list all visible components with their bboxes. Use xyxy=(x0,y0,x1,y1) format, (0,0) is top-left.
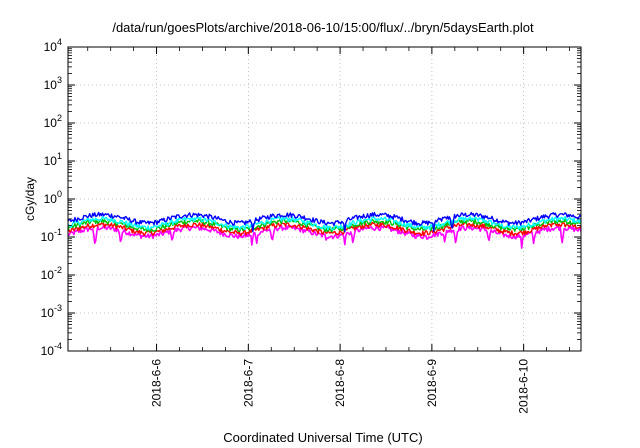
x-tick-label: 2018-6-6 xyxy=(150,359,164,407)
plot-series xyxy=(68,211,581,249)
series-line xyxy=(68,211,581,233)
series-line xyxy=(68,224,581,249)
y-tick-label: 100 xyxy=(44,189,62,206)
y-tick-label: 104 xyxy=(44,37,62,54)
y-tick-label: 10-2 xyxy=(41,265,62,282)
x-axis: 2018-6-6 2018-6-7 2018-6-8 2018-6-9 2018-6-1… xyxy=(87,47,570,414)
chart-title: /data/run/goesPlots/archive/2018-06-10/1… xyxy=(112,20,534,35)
y-tick-label: 10-4 xyxy=(41,341,62,358)
y-tick-label: 10-3 xyxy=(41,303,62,320)
x-tick-label: 2018-6-8 xyxy=(333,359,347,407)
y-axis: 10-4 10-3 10-2 10-1 100 101 102 103 104 xyxy=(41,37,581,358)
x-tick-label: 2018-6-9 xyxy=(425,359,439,407)
y-axis-label: cGy/day xyxy=(23,177,37,221)
y-tick-label: 10-1 xyxy=(41,227,62,244)
grid xyxy=(68,46,581,352)
series-line xyxy=(68,216,581,231)
y-tick-label: 103 xyxy=(44,75,62,92)
y-tick-label: 101 xyxy=(44,151,62,168)
x-tick-label: 2018-6-10 xyxy=(517,359,531,414)
x-tick-label: 2018-6-7 xyxy=(241,359,255,407)
x-axis-label: Coordinated Universal Time (UTC) xyxy=(223,430,422,445)
y-tick-label: 102 xyxy=(44,113,62,130)
